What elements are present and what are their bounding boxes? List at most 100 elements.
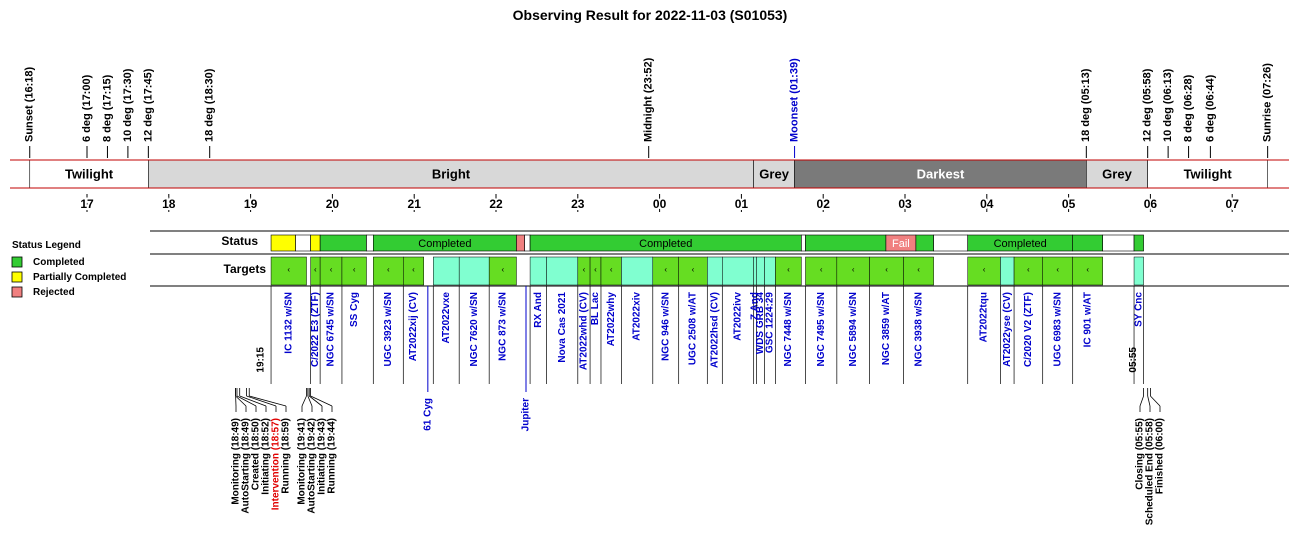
target-15: ‹ NGC 946 w/SN (652, 256, 679, 384)
target-name: AT2022yse (CV) (1002, 292, 1013, 367)
hour-tick-18: 18 (160, 194, 178, 213)
target-13: ‹ AT2022why (600, 256, 622, 384)
target-dot: ‹ (1086, 265, 1089, 274)
bottom-event-group-2: Closing (05:55) Scheduled End (05:58) Fini… (1135, 388, 1166, 525)
bottom-event-2-1: Scheduled End (05:58) (1145, 388, 1156, 525)
bottom-event-group-1: Monitoring (19:41) AutoStarting (19:42) In… (297, 388, 338, 514)
target-bar (967, 256, 1001, 286)
target-32: SY Cnc (1133, 256, 1144, 384)
hour-axis: 17 18 19 20 21 22 23 00 01 02 03 04 05 06 07 (78, 194, 1241, 213)
status-target-rows: Status Targets Completed Completed Fail Compl… (150, 230, 1289, 287)
target-31: ‹ IC 901 w/AT (1072, 256, 1103, 384)
bottom-event-label: AutoStarting (18:49) (241, 418, 252, 514)
bottom-event-0-3: Initiating (18:52) (239, 388, 272, 495)
status-block-17 (1133, 234, 1144, 252)
bottom-event-group-0: Monitoring (18:49) AutoStarting (18:49) Cr… (231, 388, 292, 514)
target-name: AT2022ivv (733, 292, 744, 341)
sky-band-label: Twilight (65, 166, 114, 181)
target-0: ‹ IC 1132 w/SN (270, 256, 307, 384)
target-name: NGC 946 w/SN (660, 292, 671, 361)
target-28: AT2022yse (CV) (1000, 256, 1015, 384)
top-event-label: 12 deg (05:58) (1142, 68, 1154, 142)
target-dot: ‹ (983, 265, 986, 274)
status-block-label: Completed (994, 238, 1047, 250)
bottom-event-0-5: Running (18:59) (248, 388, 292, 494)
target-23: ‹ NGC 7495 w/SN (805, 256, 838, 384)
sky-band-twilight: Twilight (1147, 159, 1268, 189)
hour-tick-19: 19 (242, 194, 260, 213)
hour-tick-23: 23 (569, 194, 587, 213)
top-event-8: 18 deg (05:13) (1080, 68, 1092, 158)
target-dot: ‹ (583, 265, 586, 274)
hour-tick-06: 06 (1142, 194, 1159, 213)
legend-label: Completed (33, 257, 85, 268)
target-name: NGC 7495 w/SN (816, 292, 827, 366)
target-dot: ‹ (594, 265, 597, 274)
target-8: ‹ NGC 873 w/SN (488, 256, 517, 384)
target-bar (270, 256, 307, 286)
status-block-1 (295, 234, 311, 252)
target-dot: ‹ (610, 265, 613, 274)
hour-tick-21: 21 (406, 194, 423, 213)
hour-tick-label: 04 (980, 197, 994, 211)
target-1: ‹ C/2022 E3 (ZTF) (310, 256, 321, 384)
top-event-label: 18 deg (05:13) (1080, 68, 1092, 142)
target-name: AT2022why (606, 292, 617, 347)
bottom-event-label: Running (19:44) (327, 418, 338, 494)
target-bar (756, 256, 765, 286)
target-17: AT2022hsd (CV) (706, 256, 723, 384)
bound-mark-0: 19:15 (256, 347, 267, 373)
target-name: AT2022xiv (632, 292, 643, 341)
status-block-label: Fail (892, 238, 910, 250)
hour-tick-label: 03 (898, 197, 912, 211)
target-name: UGC 2508 w/AT (688, 292, 699, 365)
target-24: ‹ NGC 5894 w/SN (836, 256, 870, 384)
hour-tick-03: 03 (896, 194, 914, 213)
top-event-0: Sunset (16:18) (24, 66, 36, 158)
top-event-label: 10 deg (17:30) (122, 68, 134, 142)
target-bar (403, 256, 424, 286)
hour-tick-label: 23 (571, 197, 585, 211)
target-29: ‹ C/2020 V2 (ZTF) (1013, 256, 1043, 384)
target-name: IC 1132 w/SN (283, 292, 294, 354)
status-block-6 (516, 234, 525, 252)
top-event-label: 6 deg (17:00) (81, 74, 93, 142)
extra-mark-1: Jupiter (521, 286, 532, 431)
hour-tick-17: 17 (78, 194, 96, 213)
bottom-event-0-1: AutoStarting (18:49) (235, 388, 252, 514)
hour-tick-01: 01 (733, 194, 750, 213)
sky-band-label: Grey (759, 166, 789, 181)
target-14: AT2022xiv (621, 256, 654, 384)
target-bar (621, 256, 654, 286)
target-dot: ‹ (917, 265, 920, 274)
chart-title: Observing Result for 2022-11-03 (S01053) (513, 7, 788, 23)
target-bar (652, 256, 679, 286)
legend-swatch (11, 271, 23, 283)
status-block-8: Completed (529, 234, 802, 252)
hour-tick-label: 17 (80, 197, 94, 211)
target-name: Nova Cas 2021 (557, 292, 568, 363)
legend-title: Status Legend (12, 240, 81, 251)
target-bar (722, 256, 754, 286)
hour-tick-07: 07 (1224, 194, 1241, 213)
target-name: AT2022whd (CV) (579, 292, 590, 370)
target-dot: ‹ (820, 265, 823, 274)
target-dot: ‹ (692, 265, 695, 274)
target-name: NGC 3938 w/SN (913, 292, 924, 366)
target-name: WDS GRB 34 (755, 292, 766, 355)
target-dot: ‹ (330, 265, 333, 274)
target-bar (341, 256, 367, 286)
legend-item-0: Completed (11, 256, 85, 268)
target-bar (903, 256, 934, 286)
target-name: IC 901 w/AT (1082, 292, 1093, 347)
target-4: ‹ UGC 3923 w/SN (372, 256, 404, 384)
bottom-event-2-0: Closing (05:55) (1135, 388, 1146, 490)
status-block-2 (310, 234, 321, 252)
top-event-10: 10 deg (06:13) (1162, 68, 1174, 158)
target-25: ‹ NGC 3859 w/AT (869, 256, 904, 384)
sky-band-label: Darkest (917, 166, 965, 181)
hour-tick-label: 07 (1226, 197, 1240, 211)
target-dot: ‹ (501, 265, 504, 274)
bottom-event-label: Initiating (19:43) (317, 418, 328, 495)
